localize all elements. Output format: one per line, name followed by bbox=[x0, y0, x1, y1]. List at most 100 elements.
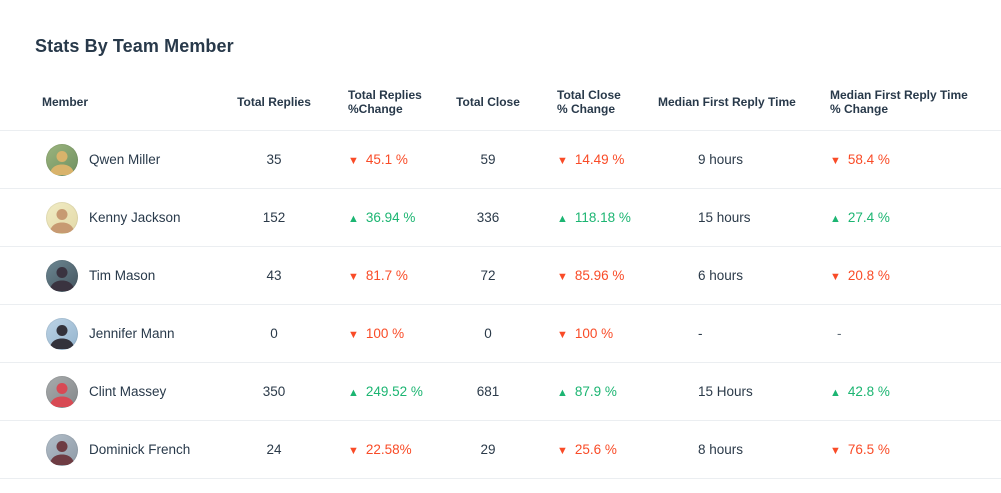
total-close-value: 336 bbox=[433, 188, 543, 247]
trend-arrow-icon: ▼ bbox=[348, 445, 359, 457]
replies-change-badge: ▼ 22.58% bbox=[348, 442, 412, 457]
median-change-badge: ▲ 42.8 % bbox=[830, 384, 890, 399]
trend-arrow-icon: ▼ bbox=[348, 155, 359, 167]
table-row: Qwen Miller 35 ▼ 45.1 % 59 ▼ 14.49 % 9 hou… bbox=[0, 130, 1001, 189]
column-header-member: Member bbox=[0, 58, 215, 131]
median-change-value: 42.8 % bbox=[847, 384, 890, 399]
trend-arrow-icon: ▲ bbox=[348, 387, 359, 399]
median-reply-time-value: - bbox=[643, 304, 823, 363]
median-reply-time-value: 15 Hours bbox=[643, 362, 823, 421]
median-change-value: 76.5 % bbox=[847, 442, 890, 457]
close-change-badge: ▼ 85.96 % bbox=[557, 268, 624, 283]
close-change-badge: ▲ 118.18 % bbox=[557, 210, 631, 225]
trend-arrow-icon: ▼ bbox=[830, 445, 841, 457]
median-change-badge: ▼ 20.8 % bbox=[830, 268, 890, 283]
median-change-badge: - bbox=[830, 326, 842, 341]
replies-change-value: 45.1 % bbox=[365, 152, 408, 167]
median-reply-time-value: 8 hours bbox=[643, 420, 823, 479]
member-name: Tim Mason bbox=[89, 268, 156, 283]
close-change-badge: ▼ 100 % bbox=[557, 326, 613, 341]
replies-change-badge: ▲ 36.94 % bbox=[348, 210, 415, 225]
replies-change-value: 249.52 % bbox=[365, 384, 423, 399]
median-reply-time-value: 9 hours bbox=[643, 130, 823, 189]
trend-arrow-icon: ▼ bbox=[830, 155, 841, 167]
total-replies-value: 43 bbox=[215, 246, 333, 305]
member-name: Clint Massey bbox=[89, 384, 167, 399]
median-change-value: 27.4 % bbox=[847, 210, 890, 225]
table-row: Jennifer Mann 0 ▼ 100 % 0 ▼ 100 % - - bbox=[0, 304, 1001, 363]
total-close-value: 0 bbox=[433, 304, 543, 363]
stats-table: Member Total Replies Total Replies %Chan… bbox=[0, 58, 1001, 479]
median-change-value: 58.4 % bbox=[847, 152, 890, 167]
column-header-total-close: Total Close bbox=[433, 58, 543, 131]
column-header-total-replies: Total Replies bbox=[215, 58, 333, 131]
median-reply-time-value: 6 hours bbox=[643, 246, 823, 305]
trend-arrow-icon: ▼ bbox=[348, 329, 359, 341]
column-header-total-close-change: Total Close % Change bbox=[543, 58, 643, 131]
total-close-value: 29 bbox=[433, 420, 543, 479]
close-change-value: 87.9 % bbox=[574, 384, 617, 399]
avatar bbox=[46, 201, 78, 234]
table-row: Kenny Jackson 152 ▲ 36.94 % 336 ▲ 118.18 %… bbox=[0, 188, 1001, 247]
avatar bbox=[46, 433, 78, 466]
person-icon bbox=[50, 324, 74, 349]
avatar bbox=[46, 375, 78, 408]
close-change-value: 118.18 % bbox=[574, 210, 631, 225]
person-icon bbox=[50, 382, 74, 407]
trend-arrow-icon: ▲ bbox=[348, 213, 359, 225]
median-change-badge: ▼ 58.4 % bbox=[830, 152, 890, 167]
trend-arrow-icon: ▲ bbox=[830, 213, 841, 225]
member-name: Jennifer Mann bbox=[89, 326, 175, 341]
person-icon bbox=[50, 208, 74, 233]
total-close-value: 681 bbox=[433, 362, 543, 421]
trend-arrow-icon: ▼ bbox=[557, 271, 568, 283]
replies-change-badge: ▲ 249.52 % bbox=[348, 384, 423, 399]
column-header-total-replies-change: Total Replies %Change bbox=[333, 58, 433, 131]
close-change-badge: ▼ 25.6 % bbox=[557, 442, 617, 457]
close-change-value: 100 % bbox=[574, 326, 614, 341]
total-close-value: 59 bbox=[433, 130, 543, 189]
median-change-value: - bbox=[837, 326, 842, 341]
replies-change-value: 36.94 % bbox=[365, 210, 416, 225]
person-icon bbox=[50, 150, 74, 175]
column-header-median-first-reply-time: Median First Reply Time bbox=[643, 58, 823, 131]
trend-arrow-icon: ▼ bbox=[557, 329, 568, 341]
close-change-value: 14.49 % bbox=[574, 152, 625, 167]
member-name: Qwen Miller bbox=[89, 152, 161, 167]
trend-arrow-icon: ▲ bbox=[830, 387, 841, 399]
total-replies-value: 24 bbox=[215, 420, 333, 479]
table-row: Tim Mason 43 ▼ 81.7 % 72 ▼ 85.96 % 6 hours… bbox=[0, 246, 1001, 305]
person-icon bbox=[50, 440, 74, 465]
replies-change-value: 22.58% bbox=[365, 442, 412, 457]
avatar bbox=[46, 259, 78, 292]
total-replies-value: 350 bbox=[215, 362, 333, 421]
total-replies-value: 0 bbox=[215, 304, 333, 363]
trend-arrow-icon: ▲ bbox=[557, 387, 568, 399]
replies-change-badge: ▼ 100 % bbox=[348, 326, 404, 341]
replies-change-value: 100 % bbox=[365, 326, 405, 341]
trend-arrow-icon: ▲ bbox=[557, 213, 568, 225]
page-title: Stats By Team Member bbox=[35, 36, 234, 56]
trend-arrow-icon: ▼ bbox=[557, 445, 568, 457]
avatar bbox=[46, 317, 78, 350]
column-header-median-first-reply-time-change: Median First Reply Time % Change bbox=[823, 58, 1001, 131]
replies-change-value: 81.7 % bbox=[365, 268, 408, 283]
table-header-row: Member Total Replies Total Replies %Chan… bbox=[0, 58, 1001, 131]
total-replies-value: 152 bbox=[215, 188, 333, 247]
close-change-value: 85.96 % bbox=[574, 268, 625, 283]
trend-arrow-icon: ▼ bbox=[348, 271, 359, 283]
avatar bbox=[46, 143, 78, 176]
close-change-value: 25.6 % bbox=[574, 442, 617, 457]
median-reply-time-value: 15 hours bbox=[643, 188, 823, 247]
close-change-badge: ▲ 87.9 % bbox=[557, 384, 617, 399]
trend-arrow-icon: ▼ bbox=[557, 155, 568, 167]
trend-arrow-icon: ▼ bbox=[830, 271, 841, 283]
member-name: Dominick French bbox=[89, 442, 191, 457]
person-icon bbox=[50, 266, 74, 291]
table-row: Dominick French 24 ▼ 22.58% 29 ▼ 25.6 % 8 … bbox=[0, 420, 1001, 479]
member-name: Kenny Jackson bbox=[89, 210, 181, 225]
replies-change-badge: ▼ 45.1 % bbox=[348, 152, 408, 167]
median-change-value: 20.8 % bbox=[847, 268, 890, 283]
table-row: Clint Massey 350 ▲ 249.52 % 681 ▲ 87.9 % 1… bbox=[0, 362, 1001, 421]
total-close-value: 72 bbox=[433, 246, 543, 305]
